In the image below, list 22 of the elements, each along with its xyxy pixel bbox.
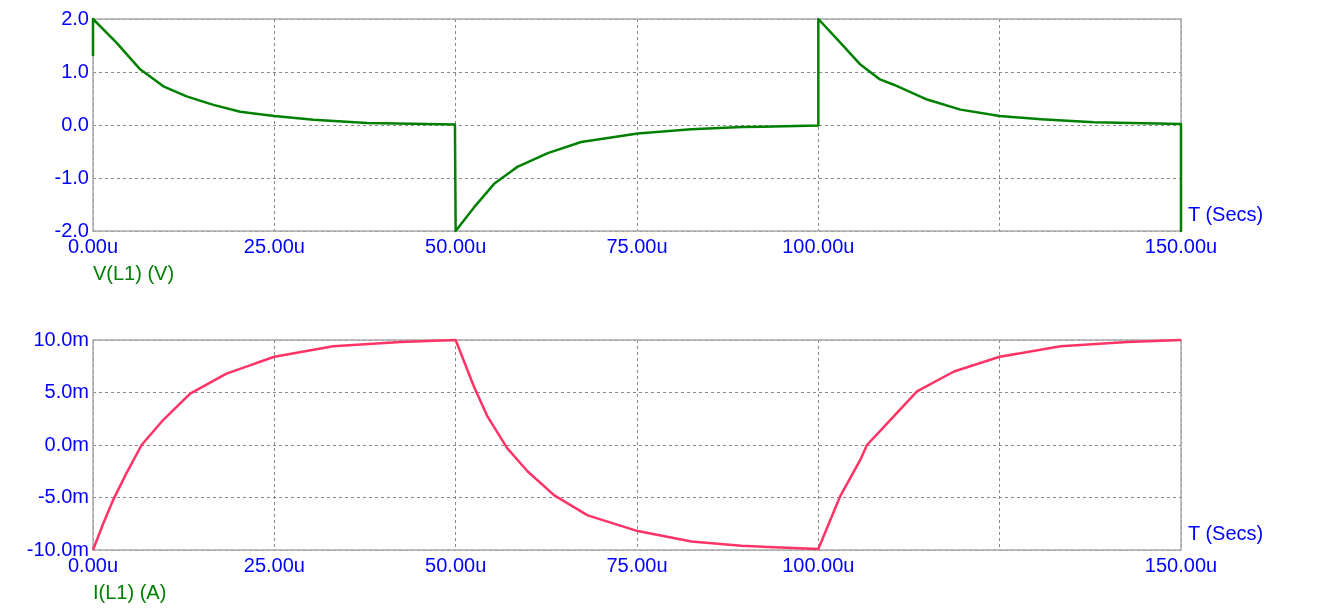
x-tick-label: 25.00u [243, 553, 305, 576]
x-axis-title: T (Secs) [1188, 202, 1264, 225]
x-tick-label: 100.00u [782, 234, 855, 257]
x-tick-label: 25.00u [243, 234, 305, 257]
x-tick-label: 75.00u [606, 553, 668, 576]
x-tick-label: 50.00u [425, 553, 487, 576]
y-tick-label: 5.0m [44, 380, 89, 403]
text: I(L1) (A) [93, 580, 167, 603]
x-axis-title: T (Secs) [1188, 521, 1264, 544]
y-tick-label: 10.0m [33, 327, 89, 350]
y-tick-label: -5.0m [37, 485, 89, 508]
y-tick-label: 0.0 [61, 112, 89, 135]
text: V(L1) (V) [93, 261, 175, 284]
x-tick-label: 150.00u [1144, 553, 1218, 576]
y-tick-label: 2.0 [61, 6, 89, 29]
x-tick-label: 50.00u [425, 234, 487, 257]
x-tick-label: 100.00u [782, 553, 855, 576]
y-tick-label: 1.0 [61, 59, 89, 82]
x-tick-label: 150.00u [1144, 234, 1218, 257]
y-tick-label: -1.0 [54, 165, 89, 188]
y-tick-label: 0.0m [44, 432, 89, 455]
x-tick-label: 75.00u [606, 234, 668, 257]
